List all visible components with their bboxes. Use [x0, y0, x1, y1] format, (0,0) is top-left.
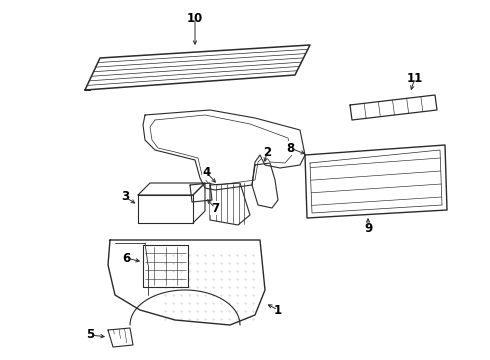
Text: 7: 7 [211, 202, 219, 215]
Text: 6: 6 [122, 252, 130, 265]
Text: 2: 2 [263, 145, 271, 158]
Text: 4: 4 [203, 166, 211, 180]
Text: 10: 10 [187, 12, 203, 24]
Text: 8: 8 [286, 141, 294, 154]
Text: 1: 1 [274, 303, 282, 316]
Text: 9: 9 [364, 221, 372, 234]
Text: 11: 11 [407, 72, 423, 85]
Text: 3: 3 [121, 190, 129, 203]
Text: 5: 5 [86, 328, 94, 342]
